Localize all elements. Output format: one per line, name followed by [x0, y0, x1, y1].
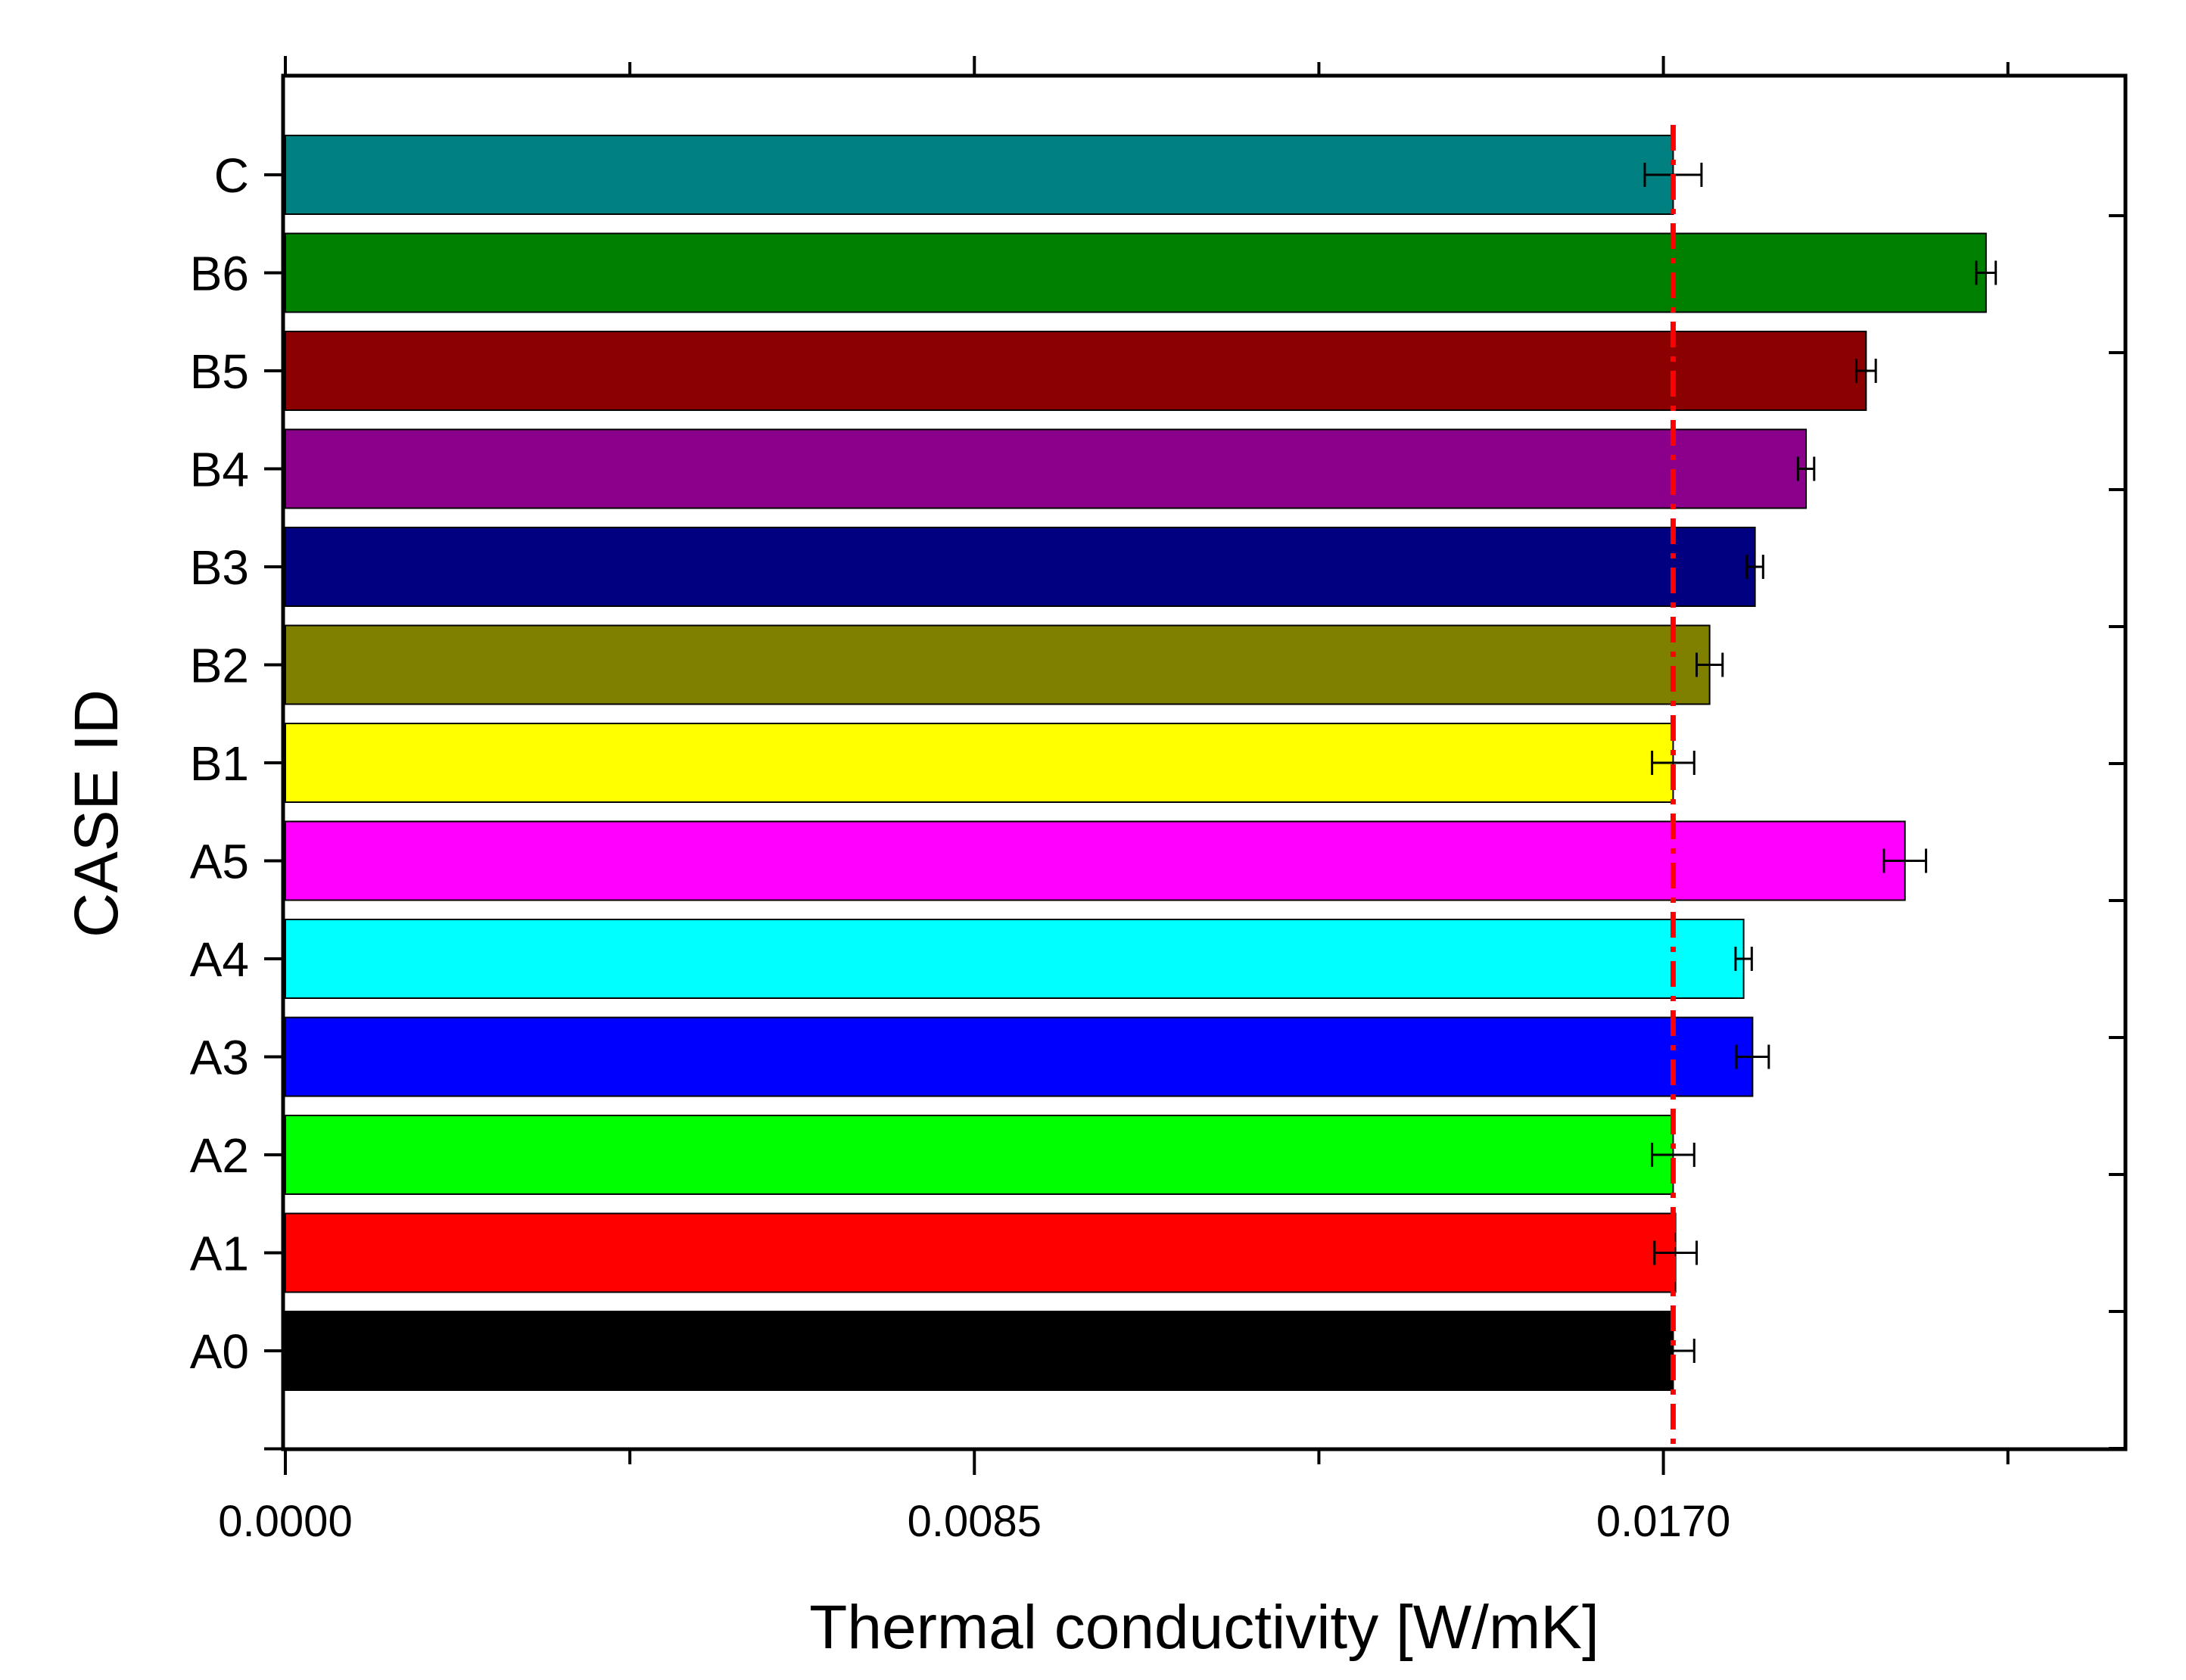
bars-group	[285, 135, 1987, 1391]
error-bar-b5	[1854, 359, 1877, 383]
error-bar-a1	[1653, 1240, 1698, 1265]
error-bar-a2	[1651, 1143, 1696, 1167]
bar-c	[285, 135, 1674, 215]
error-bar-b6	[1975, 260, 1998, 285]
error-bar-b3	[1745, 555, 1764, 579]
y-tick-label-b2: B2	[190, 639, 249, 693]
y-tick-label-a5: A5	[190, 835, 249, 889]
labels-group: C B6 B5 B4 B3 B2 B1 A5 A4 A3 A2 A1 A0 0.0000 0.0085 0.0…	[190, 148, 1731, 1546]
bar-a4	[285, 919, 1745, 999]
y-tick-label-a4: A4	[190, 932, 249, 987]
y-tick-label-a1: A1	[190, 1227, 249, 1281]
bar-b1	[285, 723, 1674, 803]
error-bar-a0	[1651, 1339, 1696, 1363]
y-tick-label-c: C	[214, 148, 249, 203]
bar-b2	[285, 624, 1711, 705]
y-tick-label-b5: B5	[190, 344, 249, 399]
bar-a0	[285, 1311, 1674, 1391]
bar-a1	[285, 1212, 1677, 1293]
bar-b4	[285, 428, 1808, 509]
x-tick-label: 0.0170	[1596, 1497, 1730, 1546]
error-bar-b2	[1695, 652, 1724, 677]
y-tick-label-a2: A2	[190, 1128, 249, 1183]
bar-b3	[285, 527, 1756, 607]
bar-b6	[285, 232, 1987, 313]
y-tick-label-b4: B4	[190, 443, 249, 497]
y-axis-title: CASE ID	[62, 689, 131, 938]
bar-b5	[285, 331, 1867, 411]
error-bar-a5	[1882, 848, 1928, 873]
error-bar-b1	[1651, 751, 1696, 775]
y-tick-label-b6: B6	[190, 247, 249, 301]
error-bar-b4	[1796, 456, 1816, 481]
bar-a2	[285, 1115, 1674, 1195]
error-bars-group	[1643, 163, 1998, 1363]
y-tick-label-b1: B1	[190, 736, 249, 791]
y-tick-label-a0: A0	[190, 1324, 249, 1379]
error-bar-a4	[1734, 947, 1753, 971]
x-tick-label: 0.0085	[908, 1497, 1042, 1546]
y-tick-label-a3: A3	[190, 1031, 249, 1085]
x-axis-title: Thermal conductivity [W/mK]	[809, 1593, 1599, 1662]
ticks-group	[264, 56, 2125, 1475]
x-tick-label: 0.0000	[218, 1497, 352, 1546]
error-bar-a3	[1735, 1044, 1770, 1069]
bar-a5	[285, 820, 1906, 901]
y-tick-label-b3: B3	[190, 540, 249, 595]
bar-a3	[285, 1016, 1754, 1097]
